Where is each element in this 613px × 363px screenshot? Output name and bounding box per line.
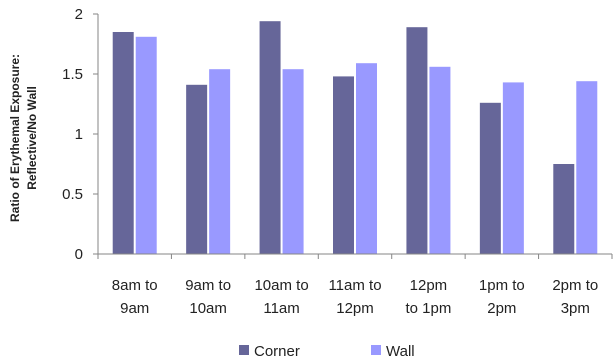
x-tick-label: to 1pm [405, 300, 451, 317]
bar-corner [333, 76, 354, 255]
legend-label-corner: Corner [254, 343, 300, 360]
x-tick-label: 1pm to [479, 277, 525, 294]
x-tick-label: 3pm [561, 300, 590, 317]
y-tick-label: 0.5 [62, 186, 83, 203]
bar-corner [112, 32, 134, 254]
bar-corner [259, 21, 281, 255]
bar-wall [429, 66, 451, 254]
x-tick-label: 10am to [254, 277, 308, 294]
x-axis-tick-labels: 8am to 9am 9am to 10am 10am to 11am 11am to 12p… [112, 277, 598, 317]
bar-corner [186, 84, 208, 254]
bar-wall [135, 36, 157, 254]
y-axis-ticks: 0 0.5 1 1.5 2 [62, 6, 98, 263]
x-tick-label: 9am [120, 300, 149, 317]
bar-wall [356, 63, 377, 255]
bar-wall [209, 69, 231, 254]
bar-corner [479, 102, 501, 254]
axes [97, 14, 613, 259]
y-axis-label-line-2: Reflective/No Wall [25, 86, 39, 190]
legend-swatch-wall [371, 345, 381, 355]
legend: Corner Wall [239, 343, 415, 360]
bar-wall [282, 69, 304, 254]
y-axis-label: Ratio of Erythemal Exposure: Reflective/… [8, 54, 39, 222]
y-tick-label: 1.5 [62, 66, 83, 83]
x-tick-label: 12pm [410, 277, 448, 294]
x-tick-label: 12pm [336, 300, 374, 317]
bars [112, 21, 598, 255]
x-tick-label: 8am to [112, 277, 158, 294]
legend-swatch-corner [239, 345, 249, 355]
y-axis-label-line-1: Ratio of Erythemal Exposure: [8, 54, 22, 222]
y-tick-label: 2 [75, 6, 83, 23]
bar-corner [553, 164, 575, 254]
legend-label-wall: Wall [386, 343, 415, 360]
bar-wall [502, 82, 524, 255]
x-tick-label: 9am to [185, 277, 231, 294]
x-tick-label: 11am to [328, 277, 381, 294]
y-tick-label: 0 [75, 246, 83, 263]
x-tick-label: 2pm to [552, 277, 598, 294]
bar-wall [576, 81, 598, 254]
x-tick-label: 10am [189, 300, 227, 317]
x-tick-label: 2pm [487, 300, 516, 317]
bar-corner [406, 27, 428, 255]
y-tick-label: 1 [75, 126, 83, 143]
x-tick-label: 11am [263, 300, 299, 317]
